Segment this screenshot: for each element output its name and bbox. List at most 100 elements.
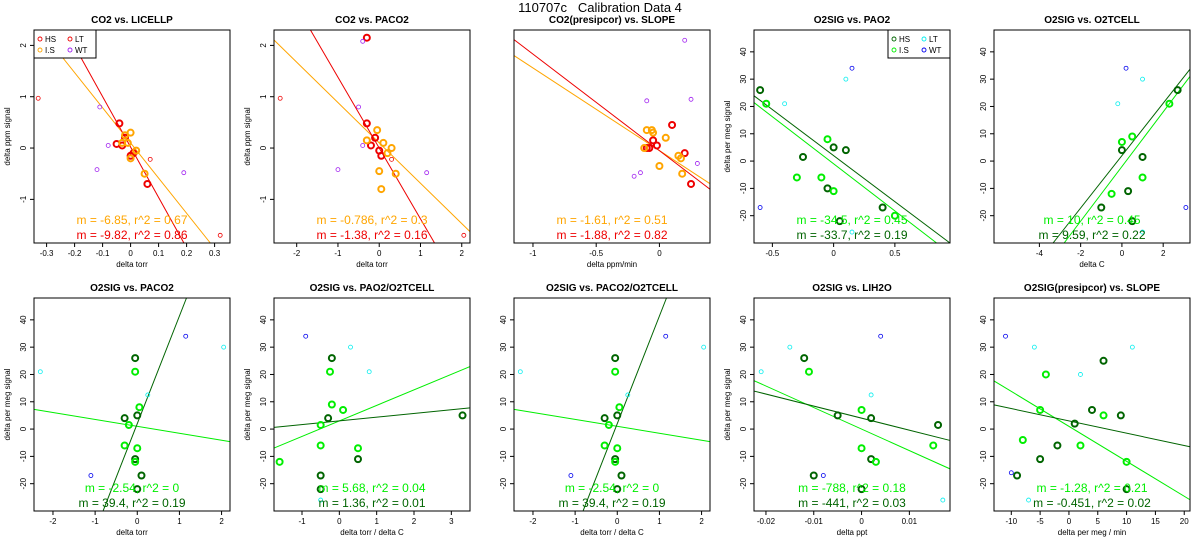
chart-panel-9: O2SIG(presipcor) vs. SLOPE -10 -5 0 5 10 15 20 -… (979, 283, 1191, 537)
data-point (389, 156, 395, 162)
data-point (756, 86, 765, 95)
data-point (668, 120, 677, 129)
legend-marker (891, 36, 897, 42)
x-tick-label: -4 (1036, 249, 1044, 258)
data-point (934, 420, 943, 429)
data-point (611, 354, 620, 363)
x-tick-label: -2 (1077, 249, 1085, 258)
data-point (663, 333, 669, 339)
x-tick-label: -10 (1006, 517, 1018, 526)
fit-line (993, 380, 1191, 501)
data-point (611, 457, 620, 466)
data-point (1076, 441, 1085, 450)
fit-annotation: m = 9.59, r^2 = 0.22 (1038, 228, 1145, 242)
data-point (878, 203, 887, 212)
y-tick-label: -20 (499, 477, 508, 489)
x-tick-label: -0.1 (96, 249, 110, 258)
y-axis-label: delta per meg signal (3, 368, 12, 440)
x-tick-label: 2 (412, 517, 417, 526)
data-point (617, 471, 626, 480)
y-tick-label: -1 (19, 195, 28, 203)
x-tick-label: 1 (374, 517, 379, 526)
data-point (391, 169, 400, 178)
fit-line (1052, 68, 1191, 244)
data-point (147, 156, 153, 162)
data-point (1117, 146, 1126, 155)
x-axis-label: delta ppt (837, 528, 868, 537)
points-group (631, 37, 700, 188)
x-axis-label: delta torr / delta C (340, 528, 404, 537)
points-group (758, 333, 946, 503)
data-point (1165, 99, 1174, 108)
data-point (1140, 229, 1145, 235)
data-point (1099, 356, 1108, 365)
plot-frame (993, 29, 1191, 244)
data-point (133, 485, 142, 494)
x-tick-label: -1 (334, 249, 342, 258)
data-point (757, 205, 763, 210)
legend-marker (921, 36, 927, 42)
data-point (135, 403, 144, 412)
data-point (133, 411, 142, 420)
fit-annotation: m = 39.4, r^2 = 0.19 (558, 496, 665, 510)
fit-annotation: m = -34.5, r^2 = 0.45 (796, 213, 907, 227)
chart-panel-8: O2SIG vs. LIH2O -0.02 -0.01 0 0.01 -20 -10 0 10 2… (723, 283, 951, 537)
fit-line (753, 95, 951, 244)
fit-annotation: m = 39.4, r^2 = 0.19 (78, 496, 185, 510)
data-point (817, 173, 826, 182)
points-group (35, 95, 223, 238)
y-tick-label: -10 (19, 450, 28, 462)
data-point (335, 167, 341, 173)
data-point (758, 369, 764, 375)
data-point (867, 414, 876, 423)
legend-label: WT (929, 46, 942, 55)
data-point (360, 38, 366, 44)
data-point (613, 411, 622, 420)
data-point (316, 485, 325, 494)
points-group (277, 33, 467, 238)
y-tick-label: 20 (979, 369, 988, 378)
data-point (126, 154, 135, 163)
data-point (613, 444, 622, 453)
chart-panel-6: O2SIG vs. PAO2/O2TCELL-1 0 1 2 3-20-10010203… (243, 283, 471, 537)
data-point (688, 96, 694, 102)
data-point (642, 126, 651, 135)
legend-box (33, 29, 97, 59)
x-tick-label: -1 (529, 249, 537, 258)
data-point (371, 133, 380, 142)
x-tick-label: 2 (699, 517, 704, 526)
x-tick-label: 0 (1120, 249, 1125, 258)
legend-label: I.S (899, 46, 909, 55)
legend-marker (37, 47, 43, 53)
x-tick-label: -0.3 (40, 249, 54, 258)
fit-annotation: m = -788, r^2 = 0.18 (798, 481, 906, 495)
x-axis-label: delta torr (116, 260, 148, 269)
data-point (1031, 344, 1037, 350)
data-point (568, 473, 574, 478)
data-point (424, 170, 430, 176)
data-point (131, 367, 140, 376)
x-tick-label: 0 (1067, 517, 1072, 526)
y-tick-label: 10 (979, 129, 988, 138)
x-axis-label: delta torr (356, 260, 388, 269)
data-point (362, 33, 371, 42)
x-tick-label: -2 (49, 517, 57, 526)
data-point (377, 151, 386, 160)
fit-annotation: m = 10, r^2 = 0.45 (1043, 213, 1140, 227)
data-point (940, 497, 946, 503)
y-tick-label: 10 (739, 129, 748, 138)
chart-title: O2SIG vs. LIH2O (812, 283, 892, 294)
data-point (849, 65, 855, 71)
x-tick-label: 5 (1096, 517, 1101, 526)
chart-title: CO2 vs. PACO2 (335, 15, 409, 26)
data-point (316, 441, 325, 450)
x-tick-label: 0 (135, 517, 140, 526)
data-point (131, 455, 140, 464)
fit-annotation: m = -0.786, r^2 = 0.3 (316, 213, 427, 227)
x-tick-label: -0.2 (68, 249, 82, 258)
y-tick-label: -20 (19, 477, 28, 489)
data-point (126, 128, 135, 137)
fit-annotation: m = -2.54, r^2 = 0 (85, 481, 180, 495)
legend-marker (37, 36, 43, 42)
fit-annotation: m = -9.82, r^2 = 0.86 (76, 228, 187, 242)
